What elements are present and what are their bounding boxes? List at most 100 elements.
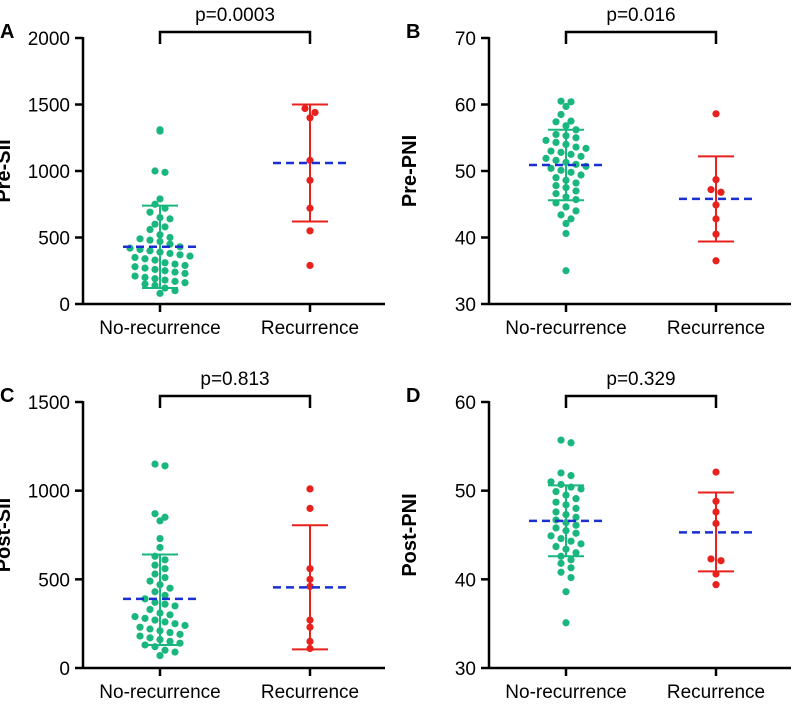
data-point <box>712 110 720 118</box>
panel-b: B Pre-PNI 30 40 50 60 70 No-recurrence Recurrenc… <box>399 5 791 339</box>
data-point <box>547 478 555 486</box>
data-point <box>562 267 570 275</box>
data-point <box>567 150 575 158</box>
data-point <box>156 581 164 589</box>
data-point <box>156 543 164 552</box>
data-point <box>171 602 179 610</box>
data-point <box>712 570 720 578</box>
data-point <box>717 557 725 565</box>
y-tick-label: 30 <box>455 295 476 316</box>
data-point <box>166 233 174 242</box>
data-point <box>151 510 159 518</box>
data-point <box>306 227 314 235</box>
y-tick-label: 60 <box>455 96 476 117</box>
data-point <box>156 195 164 203</box>
data-point <box>552 524 560 532</box>
data-point <box>151 256 159 264</box>
x-tick-label: Recurrence <box>261 318 359 339</box>
data-point <box>557 559 565 567</box>
data-point <box>156 231 164 239</box>
data-point <box>146 225 154 234</box>
data-point <box>552 508 560 516</box>
data-point <box>161 618 169 626</box>
panel-letter: A <box>0 21 14 43</box>
significance-bracket <box>158 30 312 44</box>
data-point <box>547 147 555 155</box>
data-point <box>151 460 159 468</box>
data-point <box>707 555 715 563</box>
data-point <box>562 219 570 228</box>
data-point <box>151 275 159 283</box>
data-point <box>171 287 179 295</box>
data-point <box>562 545 570 553</box>
data-point <box>552 487 560 496</box>
y-tick-label: 0 <box>59 659 70 680</box>
data-point <box>156 289 164 297</box>
data-point <box>166 628 174 637</box>
y-tick-label: 1000 <box>28 162 70 183</box>
panel-letter: B <box>406 21 420 43</box>
y-axis-label: Pre-PNI <box>399 135 421 207</box>
data-point <box>171 277 179 285</box>
data-point <box>141 614 149 622</box>
data-point <box>141 595 149 603</box>
data-point <box>306 637 314 646</box>
x-tick-label: No-recurrence <box>99 682 220 703</box>
y-tick-label: 1500 <box>28 96 70 117</box>
data-point <box>577 152 585 160</box>
data-point <box>552 542 560 551</box>
data-point <box>146 605 154 614</box>
data-point <box>306 565 314 573</box>
data-point <box>567 215 575 223</box>
data-point <box>151 552 159 560</box>
data-point <box>151 616 159 624</box>
data-point <box>562 501 570 509</box>
data-point <box>562 122 570 130</box>
data-point <box>712 201 720 209</box>
data-point <box>141 280 149 288</box>
data-point <box>146 634 154 642</box>
data-point <box>306 261 314 270</box>
data-point <box>176 630 184 638</box>
data-point <box>552 156 560 164</box>
data-point <box>712 257 720 265</box>
data-point <box>717 188 725 196</box>
data-point <box>572 126 580 134</box>
data-point <box>567 98 575 106</box>
data-point <box>557 97 565 105</box>
data-point <box>166 611 174 619</box>
data-point <box>562 203 570 211</box>
data-point <box>161 284 169 292</box>
data-point <box>186 252 194 260</box>
p-value-label: p=0.329 <box>606 369 675 390</box>
data-point <box>557 534 565 543</box>
y-axis-label: Post-PNI <box>399 493 421 576</box>
data-point <box>562 511 570 519</box>
data-point <box>156 534 164 543</box>
data-point <box>572 195 580 204</box>
x-tick-label: Recurrence <box>261 682 359 703</box>
data-point <box>156 517 164 525</box>
data-point <box>557 436 565 444</box>
data-point <box>301 104 309 113</box>
data-point <box>552 199 560 207</box>
data-point <box>146 577 154 585</box>
data-point <box>712 581 720 589</box>
panel-d: D Post-PNI 30 40 50 60 No-recurrence Recurrence… <box>399 369 791 703</box>
y-tick-label: 2000 <box>28 29 70 50</box>
data-point <box>156 636 164 644</box>
significance-bracket <box>158 394 312 408</box>
data-point <box>712 508 720 516</box>
data-point <box>712 468 720 476</box>
x-tick-label: Recurrence <box>667 318 765 339</box>
data-point <box>552 130 560 139</box>
data-point <box>557 480 565 489</box>
data-point <box>557 469 565 477</box>
data-point <box>562 184 570 192</box>
y-tick-label: 1000 <box>28 482 70 503</box>
data-point <box>306 644 314 653</box>
data-point <box>156 627 164 635</box>
data-point <box>306 575 314 583</box>
data-point <box>176 639 184 647</box>
significance-bracket <box>564 30 718 44</box>
